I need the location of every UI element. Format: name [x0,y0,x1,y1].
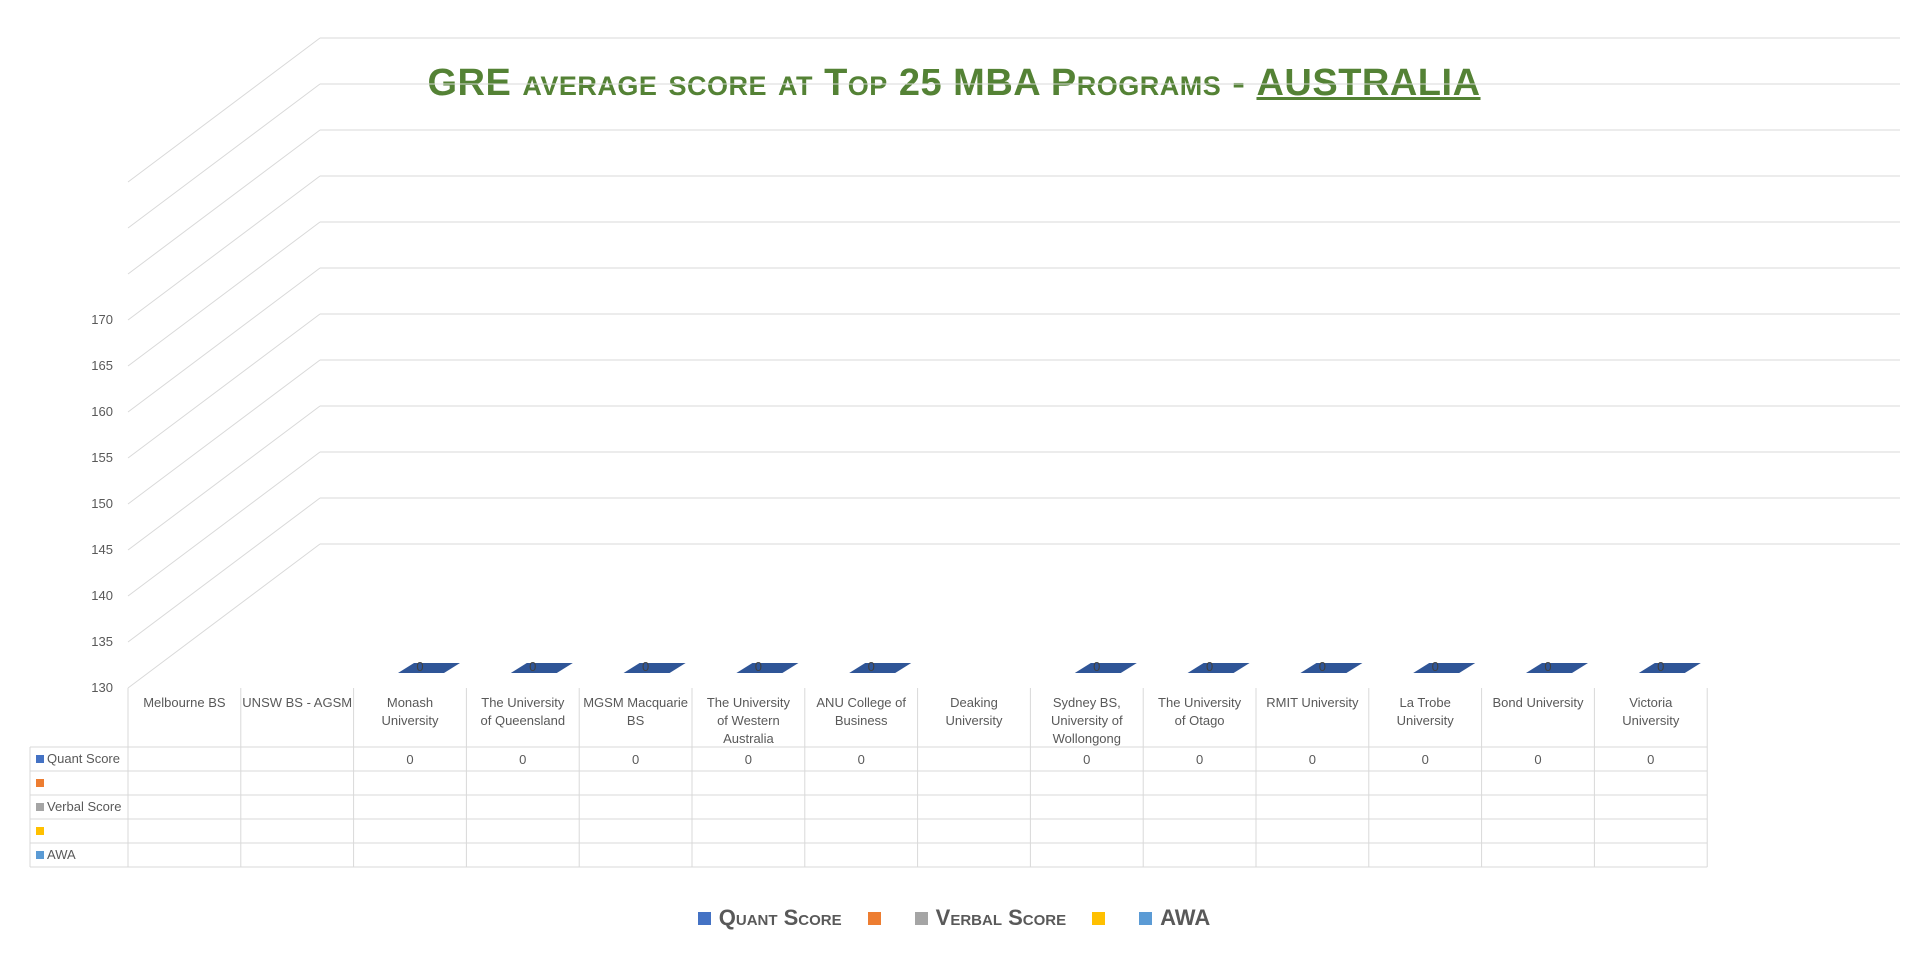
bar-quant-score [510,663,573,673]
table-legend-key [36,755,44,763]
table-value: 0 [1647,752,1654,767]
gridline-side [127,497,321,643]
gridline-side [127,129,321,275]
gridline-side [127,221,321,367]
legend-item: AWA [1139,905,1210,931]
category-label: Deaking University [945,695,1003,728]
category-label: The University of Otago [1158,695,1242,728]
bar-quant-score [398,663,460,673]
table-value: 0 [406,752,413,767]
table-legend-key [36,827,44,835]
legend-label: AWA [1160,905,1211,930]
data-label: 0 [868,659,875,674]
category-label: ANU College of Business [816,695,906,728]
data-label: 0 [529,659,536,674]
y-tick-label: 155 [91,450,113,465]
y-tick-label: 160 [91,404,113,419]
legend-swatch [1092,911,1106,925]
data-label: 0 [1206,659,1213,674]
bar-quant-score [849,663,912,673]
chart-legend: Quant Score Verbal Score AWA [0,905,1908,931]
table-value: 0 [1534,752,1541,767]
gridline-side [127,313,321,459]
y-tick-label: 165 [91,358,113,373]
table-series-name: Quant Score [47,751,120,766]
y-tick-label: 130 [91,680,113,695]
bar-quant-score [1187,663,1250,673]
category-label: The University of Queensland [481,695,566,728]
legend-swatch [867,911,881,925]
data-label: 0 [755,659,762,674]
legend-label: Verbal Score [935,905,1067,930]
category-label: La Trobe University [1397,695,1455,728]
legend-item: Quant Score [697,905,842,931]
category-label: RMIT University [1266,695,1359,710]
gridline-side [127,543,321,689]
bar-quant-score [1638,663,1701,673]
gridline-side [127,175,321,321]
data-label: 0 [642,659,649,674]
chart-title: GRE average score at Top 25 MBA Programs… [427,62,1481,104]
table-value: 0 [519,752,526,767]
gridline-side [127,359,321,505]
table-value: 0 [858,752,865,767]
legend-swatch [697,911,711,925]
table-legend-key [36,851,44,859]
table-value: 0 [745,752,752,767]
data-label: 0 [1432,659,1439,674]
table-series-name: Verbal Score [47,799,121,814]
table-value: 0 [1196,752,1203,767]
legend-item: Verbal Score [914,905,1067,931]
gridline-side [127,83,321,229]
table-legend-key [36,803,44,811]
table-series-name: AWA [47,847,76,862]
y-tick-label: 140 [91,588,113,603]
bar-quant-score [1074,663,1137,673]
data-label: 0 [416,659,423,674]
bar-quant-score [1413,663,1476,673]
category-label: Bond University [1492,695,1584,710]
gridline-side [127,405,321,551]
category-label: Melbourne BS [143,695,226,710]
data-label: 0 [1319,659,1326,674]
table-value: 0 [1422,752,1429,767]
table-value: 0 [1083,752,1090,767]
bar-quant-score [1526,663,1588,673]
gridline-side [127,451,321,597]
table-value: 0 [632,752,639,767]
table-legend-key [36,779,44,787]
y-tick-label: 150 [91,496,113,511]
category-label: UNSW BS - AGSM [242,695,352,710]
bar-quant-score [623,663,686,673]
category-label: The University of Western Australia [707,695,791,746]
y-tick-label: 145 [91,542,113,557]
legend-item [1092,911,1113,925]
gridline-side [127,37,321,183]
legend-item [867,911,889,925]
data-label: 0 [1544,659,1551,674]
legend-label: Quant Score [718,905,842,930]
data-label: 0 [1093,659,1100,674]
gridline-side [127,267,321,413]
data-label: 0 [1657,659,1664,674]
bar-quant-score [1300,663,1363,673]
category-label: Sydney BS, University of Wollongong [1051,695,1123,746]
category-label: Victoria University [1622,695,1680,728]
category-label: MGSM Macquarie BS [583,695,688,728]
y-tick-label: 170 [91,312,113,327]
bar-quant-score [736,663,799,673]
table-value: 0 [1309,752,1316,767]
category-label: Monash University [381,695,439,728]
y-tick-label: 135 [91,634,113,649]
legend-swatch [1139,911,1153,925]
legend-swatch [914,911,928,925]
